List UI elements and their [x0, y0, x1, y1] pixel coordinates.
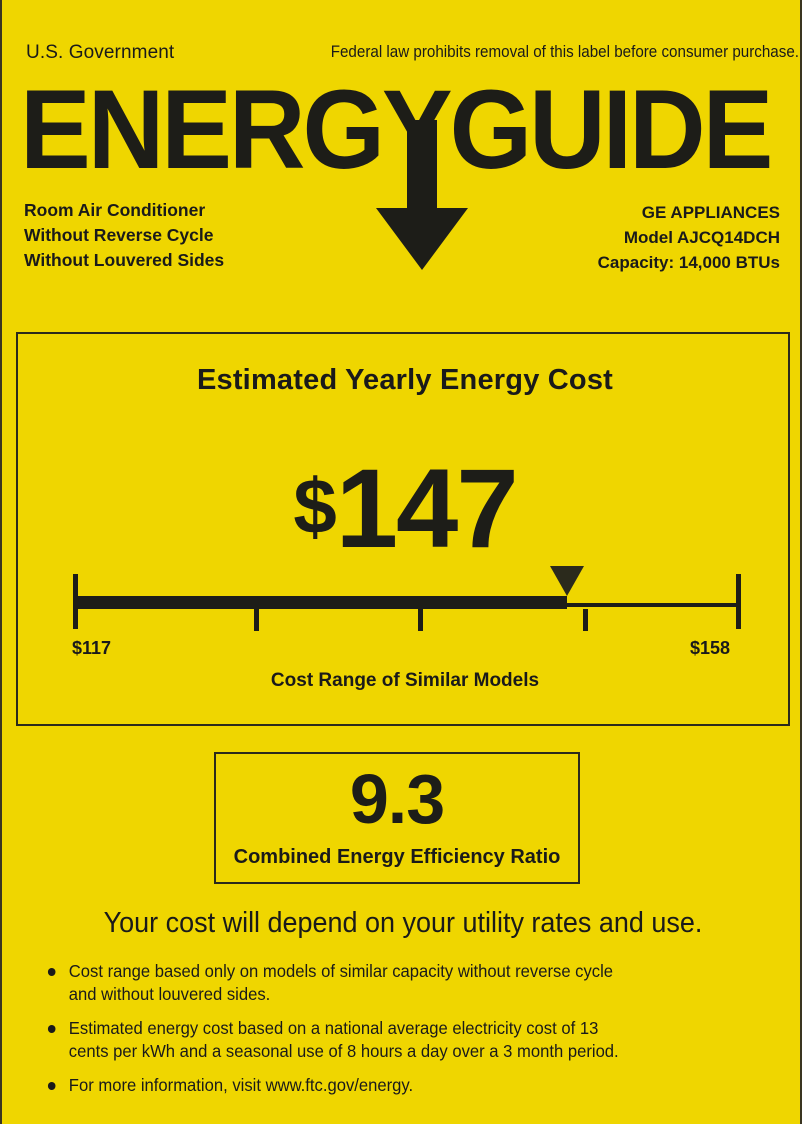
- currency-symbol: $: [293, 462, 336, 550]
- model-number: Model AJCQ14DCH: [623, 228, 780, 247]
- list-item: Cost range based only on models of simil…: [46, 960, 711, 1006]
- list-item: For more information, visit www.ftc.gov/…: [46, 1074, 711, 1097]
- product-category-line-1: Room Air Conditioner: [24, 200, 206, 220]
- footer-headline: Your cost will depend on your utility ra…: [103, 907, 703, 939]
- footnote-line: Cost range based only on models of simil…: [68, 961, 614, 981]
- footnote-list: Cost range based only on models of simil…: [46, 960, 746, 1108]
- estimated-cost-amount: $147: [18, 444, 792, 573]
- product-category: Room Air Conditioner Without Reverse Cyc…: [24, 198, 224, 273]
- scale-tick: [253, 609, 259, 631]
- product-category-line-3: Without Louvered Sides: [24, 250, 225, 270]
- cost-range-caption: Cost Range of Similar Models: [270, 670, 540, 691]
- down-arrow-icon: [376, 120, 468, 270]
- brand-name: GE APPLIANCES: [641, 203, 780, 222]
- ceer-value: 9.3: [349, 760, 445, 838]
- scale-filled-bar: [73, 596, 567, 609]
- scale-tick: [582, 609, 588, 631]
- scale-min-label: $117: [72, 638, 112, 658]
- cost-position-marker: [549, 566, 584, 596]
- estimated-cost-panel: Estimated Yearly Energy Cost $147 $117 $…: [16, 332, 790, 726]
- list-item: Estimated energy cost based on a nationa…: [46, 1017, 711, 1063]
- product-identity: GE APPLIANCES Model AJCQ14DCH Capacity: …: [598, 200, 780, 275]
- legal-notice-text: Federal law prohibits removal of this la…: [330, 43, 799, 61]
- scale-tick: [418, 609, 424, 631]
- footnote-line: cents per kWh and a seasonal use of 8 ho…: [68, 1041, 619, 1061]
- agency-text: U.S. Government: [26, 42, 175, 63]
- ceer-panel: 9.3 Combined Energy Efficiency Ratio: [214, 752, 580, 884]
- panel-title: Estimated Yearly Energy Cost: [196, 364, 614, 396]
- capacity-value: Capacity: 14,000 BTUs: [597, 253, 780, 272]
- label-header: U.S. Government Federal law prohibits re…: [2, 42, 802, 66]
- cost-range-scale: $117 $158: [18, 552, 792, 662]
- cost-value: 147: [335, 446, 519, 571]
- bullet-icon: [47, 1082, 56, 1090]
- product-category-line-2: Without Reverse Cycle: [24, 225, 214, 245]
- footnote-line: and without louvered sides.: [68, 984, 271, 1004]
- bullet-icon: [47, 968, 56, 976]
- wordmark-text: ENERGYGUIDE: [20, 67, 773, 193]
- ceer-caption: Combined Energy Efficiency Ratio: [233, 846, 561, 868]
- energyguide-wordmark: ENERGYGUIDE: [20, 67, 786, 193]
- bullet-icon: [47, 1025, 56, 1033]
- footnote-line: Estimated energy cost based on a nationa…: [68, 1018, 599, 1038]
- scale-right-endcap: [736, 574, 741, 629]
- footnote-line: For more information, visit www.ftc.gov/…: [68, 1075, 414, 1095]
- scale-max-label: $158: [690, 638, 731, 658]
